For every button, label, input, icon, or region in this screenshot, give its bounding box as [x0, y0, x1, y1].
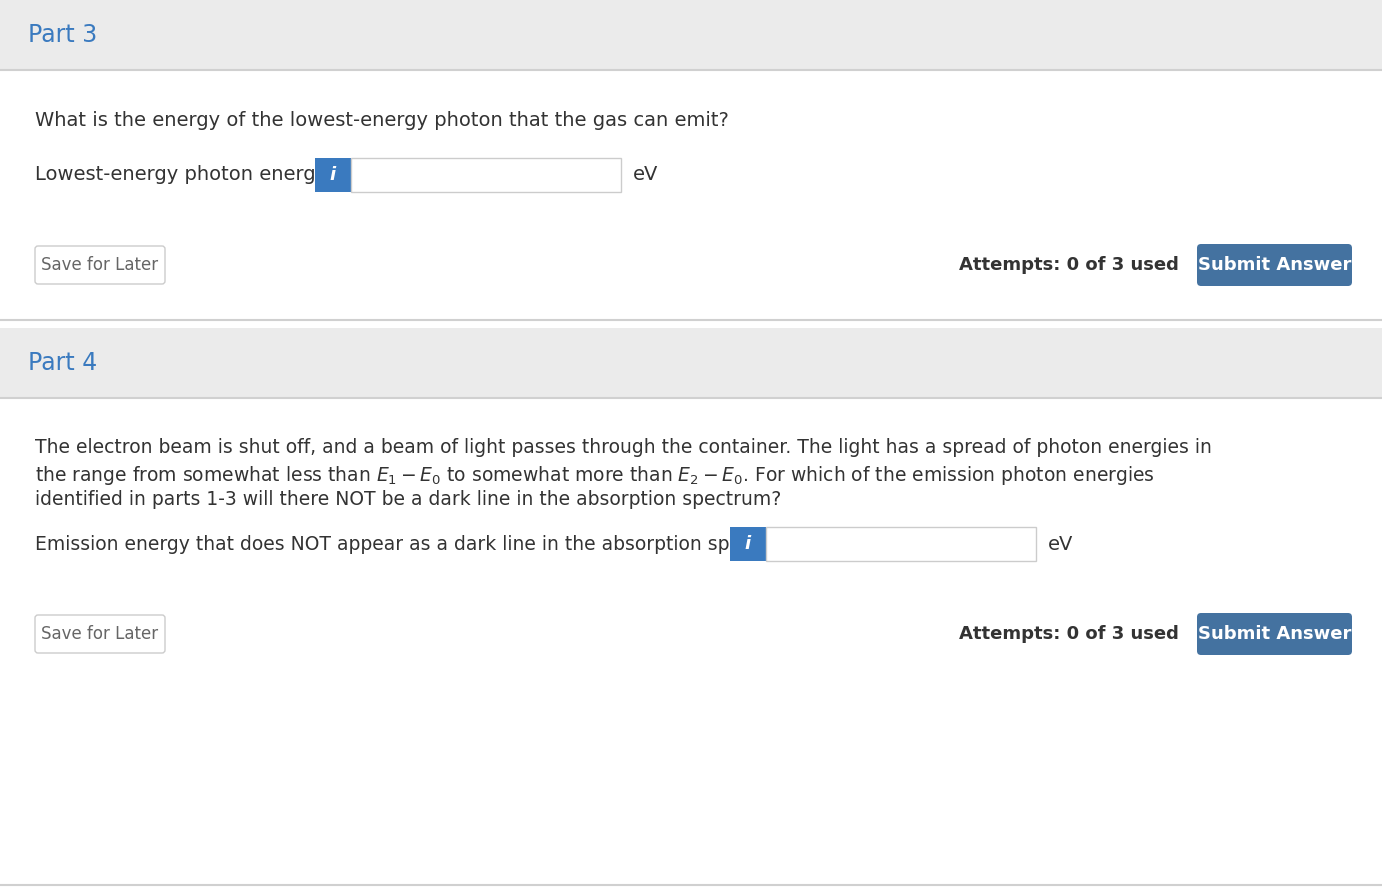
Text: Part 4: Part 4: [28, 351, 97, 375]
Text: Lowest-energy photon energy =: Lowest-energy photon energy =: [35, 166, 357, 184]
Text: eV: eV: [1048, 535, 1074, 554]
FancyBboxPatch shape: [0, 0, 1382, 70]
Text: The electron beam is shut off, and a beam of light passes through the container.: The electron beam is shut off, and a bea…: [35, 438, 1212, 457]
Text: Attempts: 0 of 3 used: Attempts: 0 of 3 used: [959, 625, 1179, 643]
FancyBboxPatch shape: [35, 615, 164, 653]
Text: Submit Answer: Submit Answer: [1198, 625, 1352, 643]
Text: Submit Answer: Submit Answer: [1198, 256, 1352, 274]
FancyBboxPatch shape: [730, 527, 766, 561]
Text: i: i: [745, 535, 750, 553]
Text: Attempts: 0 of 3 used: Attempts: 0 of 3 used: [959, 256, 1179, 274]
FancyBboxPatch shape: [1197, 244, 1352, 286]
FancyBboxPatch shape: [35, 246, 164, 284]
FancyBboxPatch shape: [1197, 613, 1352, 655]
Text: Save for Later: Save for Later: [41, 625, 159, 643]
Text: the range from somewhat less than $E_1 - E_0$ to somewhat more than $E_2 - E_0$.: the range from somewhat less than $E_1 -…: [35, 464, 1155, 487]
Text: eV: eV: [633, 166, 658, 184]
FancyBboxPatch shape: [0, 328, 1382, 398]
Text: Part 3: Part 3: [28, 23, 97, 47]
Text: Save for Later: Save for Later: [41, 256, 159, 274]
Text: identified in parts 1-3 will there NOT be a dark line in the absorption spectrum: identified in parts 1-3 will there NOT b…: [35, 490, 781, 509]
Text: Emission energy that does NOT appear as a dark line in the absorption spectrum =: Emission energy that does NOT appear as …: [35, 535, 825, 554]
FancyBboxPatch shape: [766, 527, 1036, 561]
Text: What is the energy of the lowest-energy photon that the gas can emit?: What is the energy of the lowest-energy …: [35, 110, 728, 130]
FancyBboxPatch shape: [351, 158, 621, 192]
FancyBboxPatch shape: [315, 158, 351, 192]
Text: i: i: [330, 166, 336, 184]
